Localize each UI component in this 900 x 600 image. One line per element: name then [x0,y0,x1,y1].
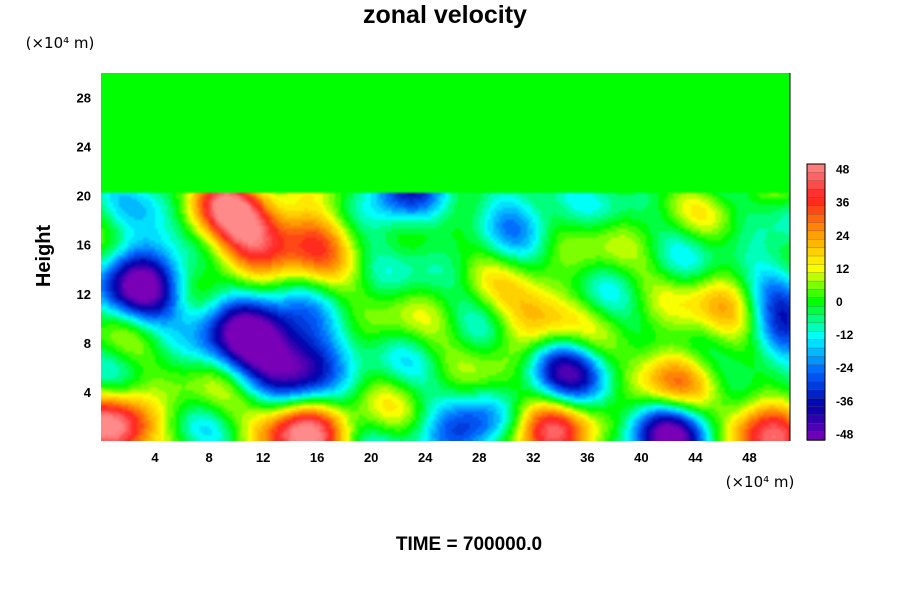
colorbar-band [806,423,826,433]
y-tick-label: 8 [84,336,91,351]
colorbar-band [806,264,826,274]
x-tick-label: 36 [580,450,594,465]
colorbar-band [806,339,826,349]
colorbar-band [806,172,826,182]
colorbar-band [806,280,826,291]
colorbar-band [806,331,826,341]
chart-title: zonal velocity [363,1,527,29]
colorbar-band [806,322,826,333]
colorbar-band [806,306,826,316]
colorbar-tick-label: -24 [836,361,854,375]
colorbar-band [806,381,826,391]
colorbar-tick-label: -12 [836,328,854,342]
x-tick-label: 20 [364,450,378,465]
colorbar-tick-label: 12 [836,262,850,276]
x-tick-label: 40 [634,450,648,465]
y-tick-label: 12 [77,287,91,302]
colorbar-band [806,214,826,224]
colorbar-band [806,247,826,257]
colorbar-band [806,205,826,215]
colorbar-bands [806,163,826,441]
y-axis-unit: (×10⁴ m) [26,34,95,52]
colorbar-tick-label: 24 [836,229,850,243]
colorbar-tick-label: -36 [836,394,854,408]
colorbar-tick-label: 48 [836,163,850,177]
y-tick-label: 24 [77,140,92,155]
colorbar-band [806,272,826,282]
colorbar-band [806,289,826,299]
x-tick-label: 16 [310,450,324,465]
colorbar-band [806,347,826,358]
colorbar-band [806,255,826,266]
plot-area [101,73,791,441]
colorbar-band [806,398,826,408]
colorbar-band [806,431,826,441]
x-tick-label: 24 [418,450,433,465]
x-tick-label: 28 [472,450,486,465]
time-label: TIME = 700000.0 [396,534,542,555]
y-tick-label: 28 [77,91,91,106]
colorbar-band [806,364,826,374]
x-tick-label: 44 [688,450,703,465]
colorbar-band [806,239,826,249]
y-axis-label: Height [33,225,55,288]
colorbar-tick-label: 36 [836,196,850,210]
colorbar: 48 36 24 12 0 -12 -24 -36 -48 [806,163,854,442]
x-tick-label: 4 [151,450,159,465]
colorbar-tick-label: -48 [836,427,854,441]
colorbar-ticks: 48 36 24 12 0 -12 -24 -36 -48 [836,163,854,442]
x-tick-label: 48 [742,450,756,465]
x-tick-label: 32 [526,450,540,465]
colorbar-band [806,314,826,324]
colorbar-band [806,406,826,416]
y-tick-label: 4 [84,385,92,400]
colorbar-band [806,414,826,425]
x-tick-label: 8 [205,450,212,465]
colorbar-band [806,297,826,307]
y-axis-ticks: 4 8 12 16 20 24 28 [77,91,92,400]
colorbar-band [806,180,826,190]
colorbar-band [806,188,826,199]
colorbar-border [806,163,826,441]
colorbar-band [806,230,826,241]
colorbar-band [806,356,826,366]
colorbar-band [806,163,826,174]
velocity-field [101,73,790,441]
colorbar-band [806,389,826,399]
y-tick-label: 20 [77,189,91,204]
x-axis-ticks: 4 8 12 16 20 24 28 32 36 40 44 48 [151,450,756,465]
x-tick-label: 12 [256,450,270,465]
colorbar-band [806,222,826,232]
x-axis-unit: (×10⁴ m) [726,473,795,491]
colorbar-band [806,372,826,383]
colorbar-tick-label: 0 [836,295,843,309]
colorbar-band [806,197,826,207]
y-tick-label: 16 [77,238,91,253]
